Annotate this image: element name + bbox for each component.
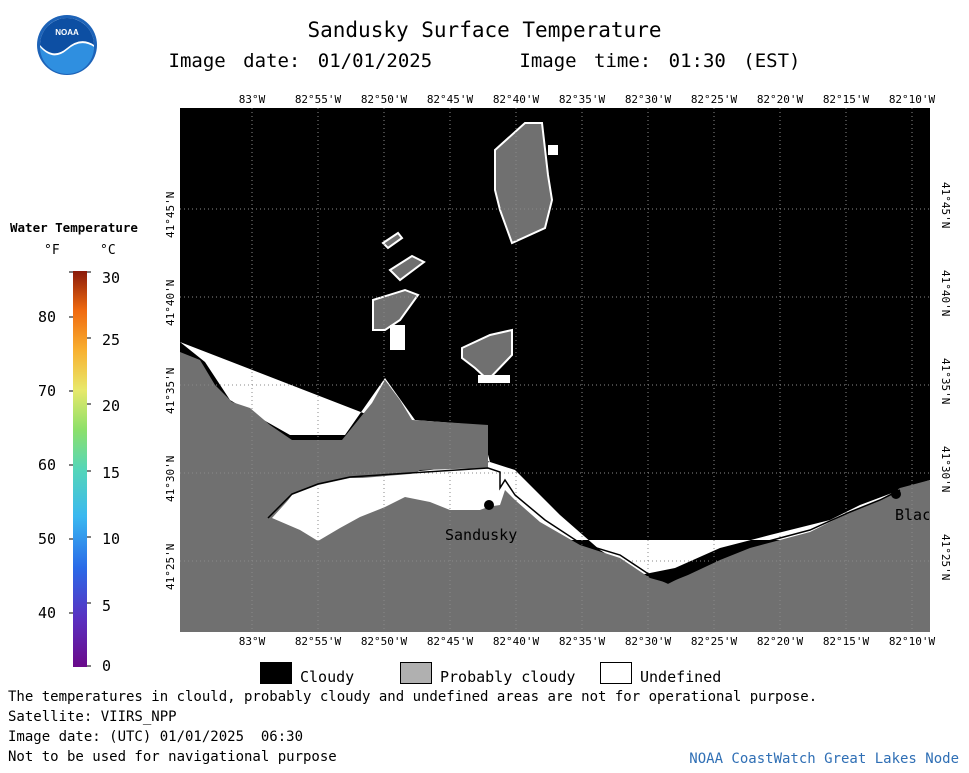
map-subtitle: Image date: 01/01/2025 Image time: 01:30… (0, 50, 969, 72)
f-tick-40: 40 (38, 604, 57, 622)
key-probably-cloudy-swatch (400, 662, 432, 684)
footer-node-credit: NOAA CoastWatch Great Lakes Node (689, 751, 959, 767)
lon-top-8240: 82°40'W (492, 93, 540, 106)
c-tick-15: 15 (102, 464, 121, 482)
coastline (267, 467, 901, 584)
lon-bottom-8255: 82°55'W (294, 635, 342, 648)
lat-right-4125: 41°25'N (939, 534, 952, 581)
undefined-patch-3 (548, 145, 558, 155)
lon-bottom-8235: 82°35'W (558, 635, 606, 648)
map-title: Sandusky Surface Temperature (307, 18, 662, 42)
lon-top-8225: 82°25'W (690, 93, 738, 106)
lon-top-8255: 82°55'W (294, 93, 342, 106)
lat-left-4140: 41°40'N (164, 279, 177, 326)
lat-right-4135: 41°35'N (939, 358, 952, 405)
temperature-colorbar (69, 271, 91, 667)
city-label-blac: Blac (895, 506, 929, 524)
f-tick-80: 80 (38, 308, 57, 326)
island-north (494, 122, 554, 245)
lat-right-4130: 41°30'N (939, 446, 952, 493)
island-west-mid (388, 254, 426, 282)
f-tick-50: 50 (38, 530, 57, 548)
lon-top-8230: 82°30'W (624, 93, 672, 106)
legend-unit-f: °F (44, 243, 60, 258)
blac-marker (891, 489, 901, 499)
lat-right-4145: 41°45'N (939, 182, 952, 229)
key-undefined-label: Undefined (640, 668, 722, 686)
legend-unit-c: °C (100, 243, 116, 258)
lon-bottom-83: 83°W (238, 635, 266, 648)
lon-bottom-8230: 82°30'W (624, 635, 672, 648)
f-tick-60: 60 (38, 456, 57, 474)
undefined-bay-area (272, 470, 500, 541)
c-tick-10: 10 (102, 530, 121, 548)
island-center (461, 328, 513, 382)
c-tick-5: 5 (102, 597, 112, 615)
legend-title: Water Temperature (10, 220, 138, 235)
lat-right-4140: 41°40'N (939, 270, 952, 317)
satellite-text: Satellite: VIIRS_NPP (8, 709, 177, 725)
island-west-small (381, 231, 404, 250)
key-cloudy-swatch (260, 662, 292, 684)
lon-top-83: 83°W (238, 93, 266, 106)
lon-top-8220: 82°20'W (756, 93, 804, 106)
f-tick-70: 70 (38, 382, 57, 400)
city-label-sandusky: Sandusky (445, 526, 518, 544)
key-undefined-swatch (600, 662, 632, 684)
undefined-patch-2 (478, 375, 510, 383)
undefined-patch-1 (390, 325, 405, 350)
c-tick-30: 30 (102, 269, 121, 287)
lon-top-8215: 82°15'W (822, 93, 870, 106)
disclaimer-text: The temperatures in clould, probably clo… (8, 689, 818, 705)
probably-cloudy-area (180, 352, 930, 632)
lon-top-8245: 82°45'W (426, 93, 474, 106)
noaa-logo: NOAA (37, 15, 97, 75)
key-cloudy-label: Cloudy (300, 668, 355, 686)
lat-left-4145: 41°45'N (164, 191, 177, 238)
key-probably-cloudy-label: Probably cloudy (440, 668, 576, 686)
lon-bottom-8245: 82°45'W (426, 635, 474, 648)
c-tick-25: 25 (102, 331, 121, 349)
lon-bottom-8225: 82°25'W (690, 635, 738, 648)
map-frame (180, 108, 930, 632)
lon-bottom-8250: 82°50'W (360, 635, 408, 648)
lat-left-4130: 41°30'N (164, 455, 177, 502)
lon-top-8250: 82°50'W (360, 93, 408, 106)
logo-text: NOAA (55, 28, 79, 37)
c-tick-20: 20 (102, 397, 121, 415)
c-tick-0: 0 (102, 657, 112, 675)
lon-bottom-8215: 82°15'W (822, 635, 870, 648)
utc-date-text: Image date: (UTC) 01/01/2025 06:30 (8, 729, 304, 745)
graticule (180, 108, 930, 632)
lon-top-8235: 82°35'W (558, 93, 606, 106)
navigation-note: Not to be used for navigational purpose (8, 749, 337, 765)
image-time: Image time: 01:30 (EST) (519, 50, 801, 72)
lon-top-8210: 82°10'W (888, 93, 936, 106)
lon-bottom-8240: 82°40'W (492, 635, 540, 648)
lat-left-4135: 41°35'N (164, 367, 177, 414)
sandusky-marker (484, 500, 494, 510)
lon-bottom-8220: 82°20'W (756, 635, 804, 648)
lat-left-4125: 41°25'N (164, 543, 177, 590)
lon-bottom-8210: 82°10'W (888, 635, 936, 648)
image-date: Image date: 01/01/2025 (168, 50, 433, 72)
